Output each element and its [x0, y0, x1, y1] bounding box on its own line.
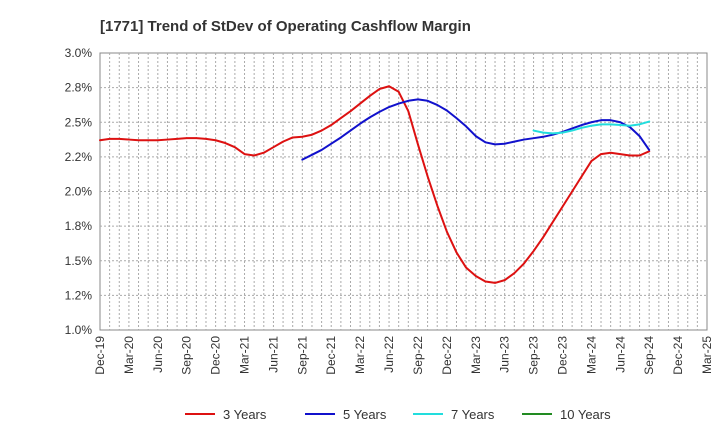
- legend-label-2: 7 Years: [451, 407, 495, 422]
- grid: [100, 53, 707, 330]
- series-line-1: [301, 98, 651, 161]
- legend-label-1: 5 Years: [343, 407, 387, 422]
- y-tick-label: 2.8%: [65, 81, 93, 95]
- legend-label-3: 10 Years: [560, 407, 611, 422]
- y-tick-label: 2.5%: [65, 115, 93, 129]
- legend: 3 Years 5 Years 7 Years 10 Years: [185, 407, 611, 422]
- x-tick-label: Mar-24: [584, 336, 598, 374]
- x-tick-label: Dec-19: [93, 336, 107, 375]
- x-tick-label: Dec-23: [555, 336, 569, 375]
- chart-title: [1771] Trend of StDev of Operating Cashf…: [100, 18, 471, 35]
- x-tick-label: Mar-22: [353, 336, 367, 374]
- x-tick-label: Jun-23: [498, 336, 512, 373]
- x-tick-label: Jun-21: [266, 336, 280, 373]
- x-tick-label: Mar-23: [469, 336, 483, 374]
- x-tick-label: Mar-21: [238, 336, 252, 374]
- y-tick-label: 3.0%: [65, 46, 93, 60]
- legend-label-0: 3 Years: [223, 407, 267, 422]
- y-tick-label: 2.0%: [65, 185, 93, 199]
- x-tick-label: Dec-24: [671, 336, 685, 375]
- series-line-2: [532, 120, 651, 135]
- x-tick-label: Jun-24: [613, 336, 627, 373]
- x-tick-label: Jun-20: [151, 336, 165, 373]
- series-line-0: [99, 85, 651, 284]
- y-axis: 3.0% 2.8% 2.5% 2.2% 2.0% 1.8% 1.5% 1.2% 1.0%: [65, 46, 93, 337]
- x-tick-label: Dec-22: [440, 336, 454, 375]
- x-tick-label: Mar-20: [122, 336, 136, 374]
- x-tick-label: Sep-22: [411, 336, 425, 375]
- x-tick-label: Sep-21: [295, 336, 309, 375]
- x-tick-label: Dec-20: [209, 336, 223, 375]
- y-tick-label: 1.8%: [65, 219, 93, 233]
- x-tick-label: Sep-20: [180, 336, 194, 375]
- y-tick-label: 1.0%: [65, 323, 93, 337]
- plot-area: [99, 52, 708, 331]
- x-tick-label: Sep-23: [527, 336, 541, 375]
- x-axis: Dec-19 Mar-20 Jun-20 Sep-20 Dec-20 Mar-21 Jun-…: [93, 336, 714, 375]
- y-tick-label: 1.5%: [65, 254, 93, 268]
- x-tick-label: Sep-24: [642, 336, 656, 375]
- y-tick-label: 1.2%: [65, 288, 93, 302]
- x-tick-label: Jun-22: [382, 336, 396, 373]
- x-tick-label: Dec-21: [324, 336, 338, 375]
- x-tick-label: Mar-25: [700, 336, 714, 374]
- series-group: [99, 85, 651, 284]
- y-tick-label: 2.2%: [65, 150, 93, 164]
